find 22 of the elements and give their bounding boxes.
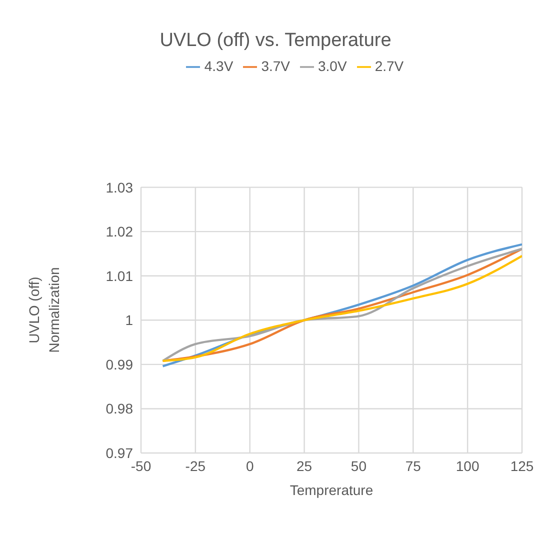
- x-tick-label: 0: [246, 458, 254, 474]
- y-tick-label: 0.97: [106, 444, 134, 461]
- x-tick-label: 25: [296, 458, 312, 474]
- x-tick-label: 50: [350, 458, 367, 474]
- x-tick-label: 75: [405, 458, 422, 474]
- legend-label: 2.7V: [374, 58, 404, 74]
- x-tick-label: -50: [130, 458, 152, 474]
- legend-label: 3.0V: [318, 58, 347, 74]
- x-tick-label: 125: [510, 458, 534, 474]
- y-tick-label: 0.98: [106, 400, 134, 417]
- x-axis-title: Temprerature: [290, 482, 374, 498]
- y-tick-label: 1.01: [106, 268, 134, 284]
- x-tick-label: 100: [456, 458, 480, 474]
- y-axis-title: UVLO (off) Normalization: [25, 266, 63, 355]
- y-tick-label: 1.02: [106, 224, 134, 240]
- legend-label: 3.7V: [261, 58, 290, 74]
- legend-label: 4.3V: [204, 58, 234, 74]
- y-tick-label: 1: [125, 312, 134, 328]
- x-tick-label: -25: [185, 458, 206, 474]
- y-tick-label: 1.03: [106, 179, 134, 196]
- chart-title: UVLO (off) vs. Temperature: [158, 30, 392, 52]
- y-tick-label: 0.99: [106, 356, 134, 372]
